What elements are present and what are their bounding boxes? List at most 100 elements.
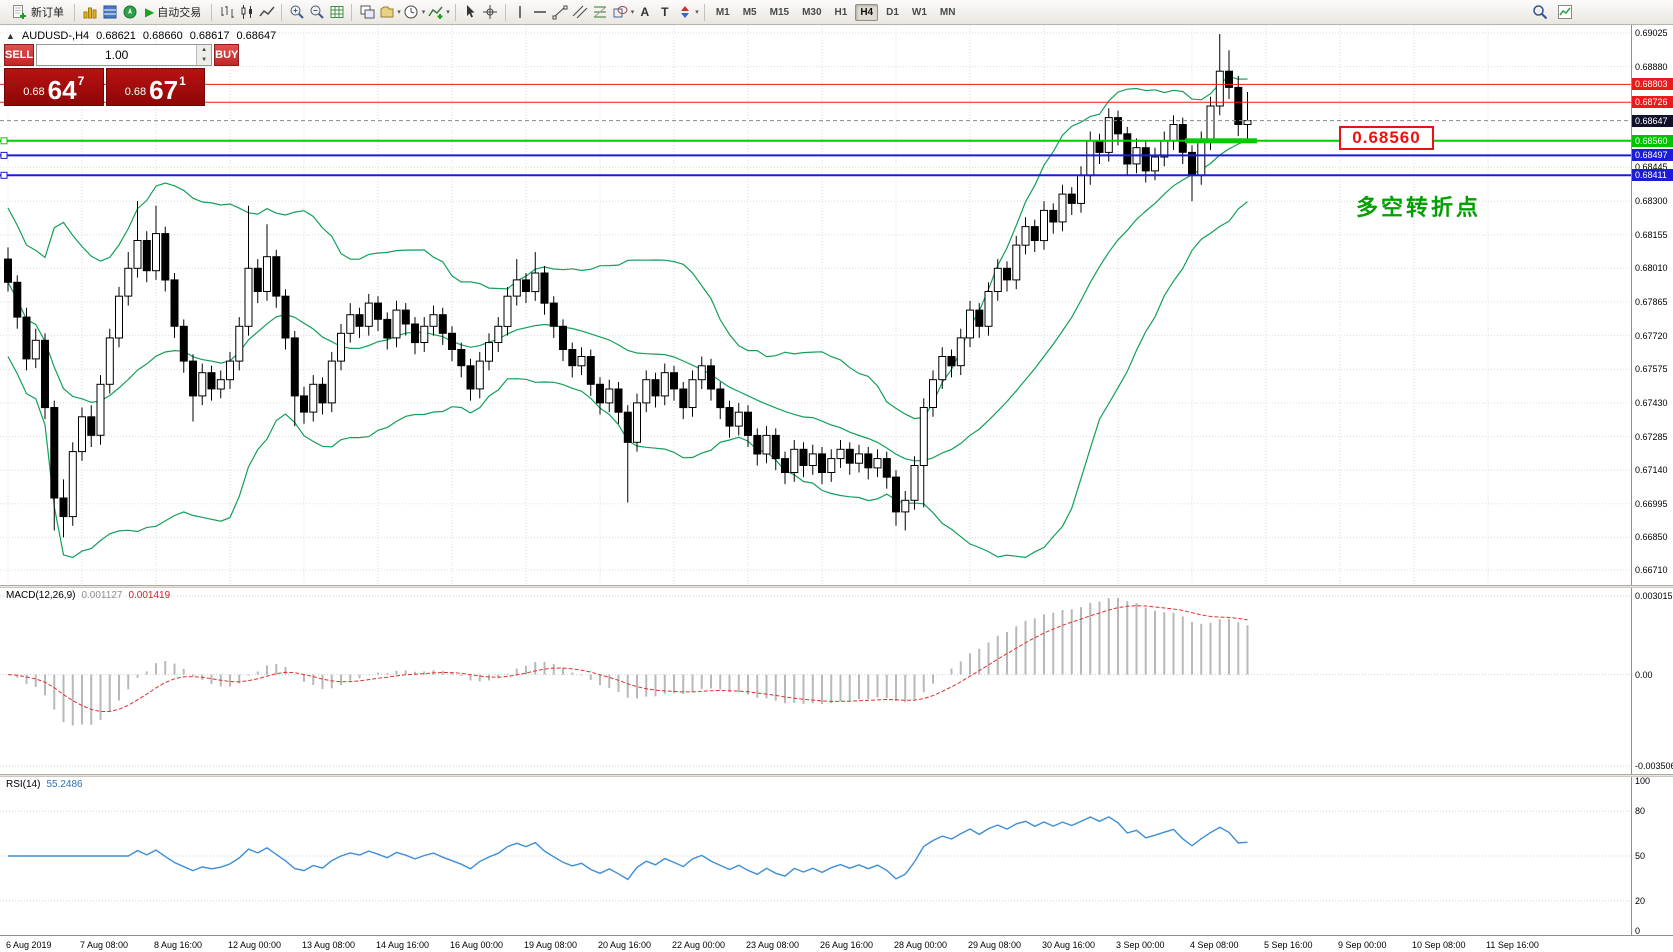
macd-panel-canvas[interactable] <box>0 588 1631 774</box>
bar-chart-icon[interactable] <box>217 3 236 22</box>
price-tick: 0.66850 <box>1635 532 1668 542</box>
sell-price-pip: 7 <box>77 74 85 88</box>
market-watch-icon[interactable] <box>100 3 119 22</box>
tile-windows-icon[interactable] <box>357 3 376 22</box>
trendline-icon[interactable] <box>551 3 570 22</box>
price-tick: 0.67575 <box>1635 364 1668 374</box>
time-label: 20 Aug 16:00 <box>598 940 652 950</box>
buy-button[interactable]: BUY <box>214 44 240 66</box>
candlestick-chart-icon[interactable] <box>237 3 256 22</box>
time-label: 26 Aug 16:00 <box>820 940 874 950</box>
channel-icon[interactable] <box>571 3 590 22</box>
sell-price-box[interactable]: 0.68 64 7 <box>4 68 104 106</box>
time-axis[interactable]: 6 Aug 2019 7 Aug 08:00 8 Aug 16:00 12 Aug 0… <box>0 935 1673 952</box>
levels-layer <box>0 83 1631 179</box>
macd-scale-label: -0.003506 <box>1635 761 1673 771</box>
timeframe-button-h4[interactable]: H4 <box>855 3 879 21</box>
rsi-scale-label: 0 <box>1635 926 1641 936</box>
vertical-line-icon[interactable] <box>511 3 530 22</box>
volume-decrement-button[interactable]: ▼ <box>197 55 212 65</box>
period-caret-icon[interactable]: ▾ <box>421 9 426 16</box>
buy-price-box[interactable]: 0.68 67 1 <box>105 68 205 106</box>
zoom-in-icon[interactable] <box>287 3 306 22</box>
symbol-search-icon[interactable] <box>1530 3 1549 22</box>
time-label: 3 Sep 00:00 <box>1116 940 1165 950</box>
indicators-icon[interactable] <box>426 3 445 22</box>
label-tool-icon[interactable]: T <box>661 5 669 19</box>
shapes-caret-icon[interactable]: ▾ <box>630 9 635 16</box>
time-label: 11 Sep 16:00 <box>1486 940 1539 950</box>
sell-button[interactable]: SELL <box>4 44 35 66</box>
shapes-icon[interactable] <box>611 3 630 22</box>
volume-input[interactable] <box>37 45 197 65</box>
rsi-value: 55.2486 <box>46 779 83 790</box>
fibonacci-icon[interactable] <box>591 3 610 22</box>
toolbar-separator <box>454 3 456 21</box>
navigator-icon[interactable] <box>120 3 139 22</box>
cursor-icon[interactable] <box>461 3 480 22</box>
timeframe-button-mn[interactable]: MN <box>935 4 961 21</box>
time-label: 8 Aug 16:00 <box>154 940 203 950</box>
price-level-label: 0.68497 <box>1632 149 1673 161</box>
indicators-caret-icon[interactable]: ▾ <box>446 9 450 16</box>
mini-chart-icon[interactable] <box>1555 3 1574 22</box>
auto-trading-button[interactable]: ▶ 自动交易 <box>140 2 206 23</box>
price-tick: 0.68445 <box>1635 162 1668 172</box>
time-label: 30 Aug 16:00 <box>1042 940 1096 950</box>
timeframe-button-m15[interactable]: M15 <box>765 4 794 21</box>
toolbar-separator <box>281 3 283 21</box>
timeframe-button-m30[interactable]: M30 <box>797 4 826 21</box>
price-tick: 0.69025 <box>1635 28 1668 38</box>
symbol-open: 0.68621 <box>96 30 136 42</box>
time-label: 6 Aug 2019 <box>6 940 52 950</box>
timeframe-button-w1[interactable]: W1 <box>907 4 932 21</box>
macd-scale-label: 0.003015 <box>1635 591 1673 601</box>
main-chart-canvas[interactable] <box>0 25 1631 585</box>
crosshair-icon[interactable] <box>481 3 500 22</box>
rsi-indicator-label: RSI(14) 55.2486 <box>6 779 83 790</box>
rsi-scale-label: 50 <box>1635 851 1646 861</box>
grid-icon[interactable] <box>327 3 346 22</box>
timeframe-button-m1[interactable]: M1 <box>711 4 735 21</box>
time-label: 4 Sep 08:00 <box>1190 940 1239 950</box>
panel-splitter[interactable] <box>0 585 1673 588</box>
zoom-out-icon[interactable] <box>307 3 326 22</box>
time-label: 16 Aug 00:00 <box>450 940 504 950</box>
buy-price-digits: 67 <box>149 75 179 105</box>
charts-icon[interactable] <box>80 3 99 22</box>
arrows-tool-icon[interactable] <box>675 3 694 22</box>
toolbar-separator <box>74 3 75 21</box>
text-tool-icon[interactable]: A <box>640 5 650 19</box>
arrows-caret-icon[interactable]: ▾ <box>695 9 699 16</box>
profiles-caret-icon[interactable]: ▾ <box>397 9 401 16</box>
price-tick: 0.68300 <box>1635 196 1668 206</box>
horizontal-line-icon[interactable] <box>531 3 550 22</box>
timeframe-button-d1[interactable]: D1 <box>881 4 904 21</box>
macd-signal-line <box>7 605 1248 712</box>
toolbar-separator <box>504 3 506 21</box>
profiles-icon[interactable] <box>377 3 396 22</box>
time-label: 12 Aug 00:00 <box>228 940 282 950</box>
buy-price-prefix: 0.68 <box>124 86 147 98</box>
price-tick: 0.68880 <box>1635 62 1668 72</box>
new-order-button[interactable]: 新订单 <box>4 2 69 23</box>
timeframe-button-m5[interactable]: M5 <box>738 4 762 21</box>
turning-point-note: 多空转折点 <box>1356 195 1482 220</box>
price-tick: 0.67720 <box>1635 331 1668 341</box>
price-level-label: 0.68647 <box>1632 115 1673 127</box>
price-tick: 0.66995 <box>1635 499 1668 509</box>
macd-value-main: 0.001127 <box>81 590 123 601</box>
toolbar-separator <box>211 3 213 21</box>
time-label: 13 Aug 08:00 <box>302 940 356 950</box>
volume-increment-button[interactable]: ▲ <box>197 45 212 55</box>
price-tick: 0.66710 <box>1635 565 1668 575</box>
period-icon[interactable] <box>402 3 421 22</box>
price-level-label: 0.68560 <box>1632 135 1673 147</box>
line-chart-icon[interactable] <box>257 3 276 22</box>
one-click-panel-toggle-icon[interactable]: ▲ <box>6 31 15 41</box>
price-scale[interactable]: 0.69025 0.68880 0.68445 0.68300 0.68155 0.680… <box>1631 25 1673 936</box>
price-level-label: 0.68411 <box>1632 169 1673 181</box>
rsi-panel-canvas[interactable] <box>0 777 1631 935</box>
panel-splitter[interactable] <box>0 774 1673 777</box>
timeframe-button-h1[interactable]: H1 <box>830 4 853 21</box>
